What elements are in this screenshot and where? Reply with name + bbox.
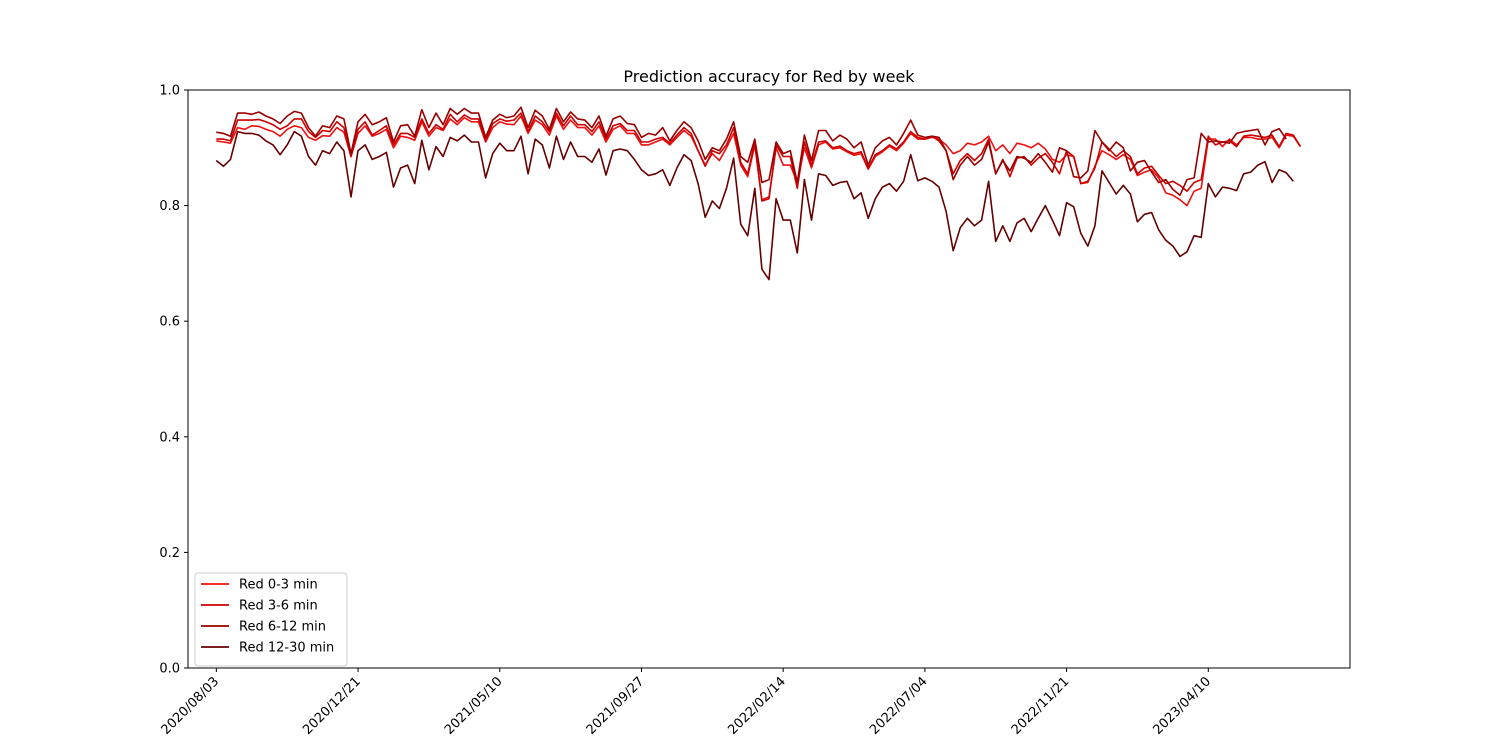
y-tick-label: 0.8 [159, 199, 180, 214]
x-tick-label: 2020/12/21 [300, 674, 364, 738]
x-tick-label: 2022/11/21 [1009, 674, 1073, 738]
legend-box [194, 572, 348, 667]
y-tick-label: 0.2 [159, 546, 180, 561]
series-line-4 [215, 130, 1294, 281]
x-axis: 2020/08/03 2020/12/21 2021/05/10 2021/09/27… [159, 668, 1215, 738]
y-axis: 0.0 0.2 0.4 0.6 0.8 1.0 [159, 84, 188, 677]
y-tick-label: 0.6 [159, 315, 180, 330]
x-tick-label: 2021/05/10 [442, 674, 506, 738]
y-tick-label: 1.0 [159, 84, 180, 99]
x-tick-label: 2022/02/14 [725, 674, 789, 738]
chart-title: Prediction accuracy for Red by week [623, 67, 915, 86]
legend-label: Red 12-30 min [239, 641, 334, 656]
series-line-3 [216, 106, 1287, 196]
plot-area-frame [187, 89, 1351, 669]
legend-label: Red 6-12 min [239, 620, 326, 635]
series-layer [215, 106, 1302, 281]
x-tick-label: 2020/08/03 [159, 674, 223, 738]
x-tick-label: 2023/04/10 [1151, 674, 1215, 738]
legend-label: Red 0-3 min [239, 578, 318, 593]
y-tick-label: 0.0 [159, 662, 180, 677]
x-tick-label: 2021/09/27 [584, 674, 648, 738]
y-tick-label: 0.4 [159, 430, 180, 445]
legend: Red 0-3 min Red 3-6 min Red 6-12 min Red 12… [194, 572, 348, 667]
series-line-2 [216, 112, 1302, 202]
x-tick-label: 2022/07/04 [867, 674, 931, 738]
legend-label: Red 3-6 min [239, 599, 318, 614]
